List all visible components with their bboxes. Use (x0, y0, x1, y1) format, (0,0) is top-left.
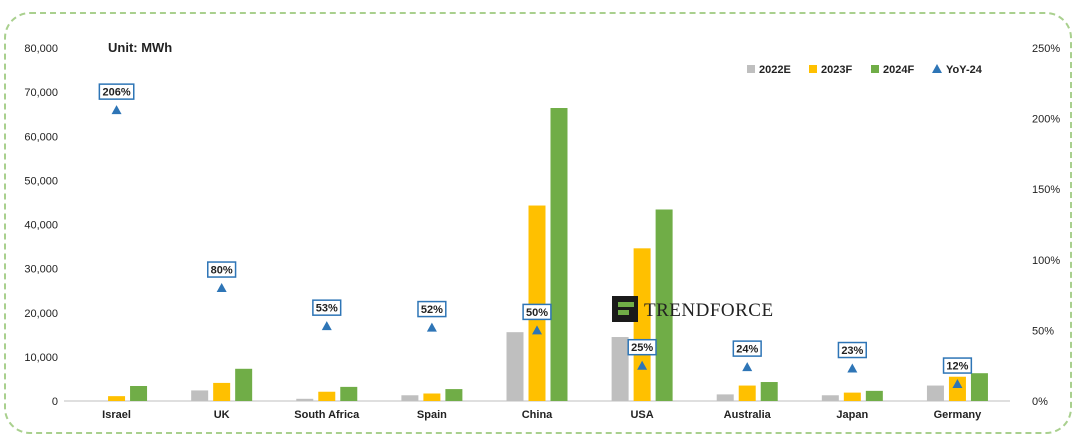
y-right-tick-label: 200% (1032, 114, 1060, 126)
yoy-label: 24% (736, 344, 758, 356)
y-left-tick-label: 20,000 (24, 308, 58, 320)
bar-2024f-south-africa (340, 386, 358, 401)
watermark-logo: TRENDFORCE (644, 300, 774, 321)
y-left-tick-label: 50,000 (24, 175, 58, 187)
legend-label: 2024F (883, 64, 914, 76)
yoy-label: 53% (316, 303, 338, 315)
bar-2023f-south-africa (318, 391, 336, 401)
bar-2023f-israel (108, 396, 126, 401)
yoy-label-box (417, 300, 447, 318)
yoy-label: 25% (631, 342, 653, 354)
yoy-marker (321, 321, 332, 331)
bar-2024f-germany (970, 373, 988, 401)
x-tick-label: UK (214, 409, 230, 421)
yoy-label-box (312, 299, 342, 316)
y-right-tick-label: 150% (1032, 184, 1060, 196)
y-right-tick-label: 100% (1032, 255, 1060, 267)
y-right-tick-label: 250% (1032, 43, 1060, 55)
bar-2022e-japan (821, 395, 839, 401)
yoy-label: 80% (211, 265, 233, 277)
x-tick-label: USA (630, 409, 653, 421)
x-tick-label: Australia (724, 409, 772, 421)
legend-swatch-2023f (809, 65, 817, 73)
yoy-marker (426, 322, 437, 332)
y-left-tick-label: 80,000 (24, 43, 58, 55)
yoy-marker (216, 283, 227, 293)
y-left-tick-label: 30,000 (24, 264, 58, 276)
legend-label: YoY-24 (946, 64, 983, 76)
x-tick-label: China (522, 409, 553, 421)
x-tick-label: Spain (417, 409, 447, 421)
bar-2024f-japan (865, 390, 883, 401)
bar-2023f-spain (423, 393, 441, 401)
bar-2022e-australia (716, 394, 734, 401)
x-tick-label: Germany (934, 409, 983, 421)
bar-2022e-germany (926, 385, 944, 401)
y-left-tick-label: 40,000 (24, 220, 58, 232)
bar-2023f-uk (213, 382, 231, 401)
yoy-label-box (732, 340, 762, 357)
bar-2022e-china (506, 332, 524, 401)
y-left-tick-label: 60,000 (24, 131, 58, 143)
chart-frame (4, 12, 1072, 434)
legend-yoy-marker (932, 64, 942, 73)
unit-label: Unit: MWh (108, 40, 172, 55)
bar-2023f-australia (738, 385, 756, 401)
yoy-marker (742, 362, 753, 372)
bar-2023f-germany (948, 376, 966, 401)
y-left-tick-label: 0 (52, 396, 58, 408)
yoy-label: 12% (946, 361, 968, 373)
bar-2024f-spain (445, 389, 463, 401)
yoy-marker (847, 363, 858, 373)
yoy-label: 52% (421, 304, 443, 316)
bar-2023f-usa (633, 248, 651, 401)
bar-2024f-uk (235, 368, 253, 401)
yoy-label: 50% (526, 307, 548, 319)
yoy-label-box (942, 357, 973, 374)
bar-2024f-australia (760, 382, 778, 401)
bar-2024f-china (550, 108, 568, 401)
yoy-label-box (98, 83, 135, 100)
bar-2022e-south-africa (296, 398, 314, 401)
yoy-marker (952, 379, 963, 389)
bar-2022e-uk (191, 390, 209, 401)
y-right-tick-label: 50% (1032, 325, 1054, 337)
yoy-label-box (522, 303, 552, 321)
yoy-label-box (207, 261, 237, 278)
legend-swatch-2024f (871, 65, 879, 73)
y-right-tick-label: 0% (1032, 396, 1048, 408)
bar-2024f-israel (130, 385, 148, 401)
yoy-label-box (837, 341, 867, 359)
legend-swatch-2022e (747, 65, 755, 73)
yoy-marker (532, 325, 542, 335)
x-tick-label: Japan (836, 409, 868, 421)
bar-2022e-usa (611, 337, 629, 401)
yoy-label: 23% (841, 345, 863, 357)
yoy-marker (111, 105, 122, 115)
bar-2024f-usa (655, 209, 673, 401)
yoy-label: 206% (102, 87, 130, 99)
y-left-tick-label: 10,000 (24, 352, 58, 364)
yoy-label-box (627, 338, 657, 356)
bar-2022e-spain (401, 395, 419, 401)
watermark-logo-stripe (618, 302, 634, 307)
legend-label: 2022E (759, 64, 791, 76)
x-tick-label: Israel (102, 409, 131, 421)
watermark-logo-mark (612, 296, 638, 322)
y-left-tick-label: 70,000 (24, 87, 58, 99)
watermark-logo-stripe (618, 310, 629, 315)
bar-2023f-japan (843, 392, 861, 401)
x-tick-label: South Africa (294, 409, 360, 421)
yoy-marker (637, 360, 648, 370)
bar-2023f-china (528, 205, 546, 401)
legend-label: 2023F (821, 64, 852, 76)
